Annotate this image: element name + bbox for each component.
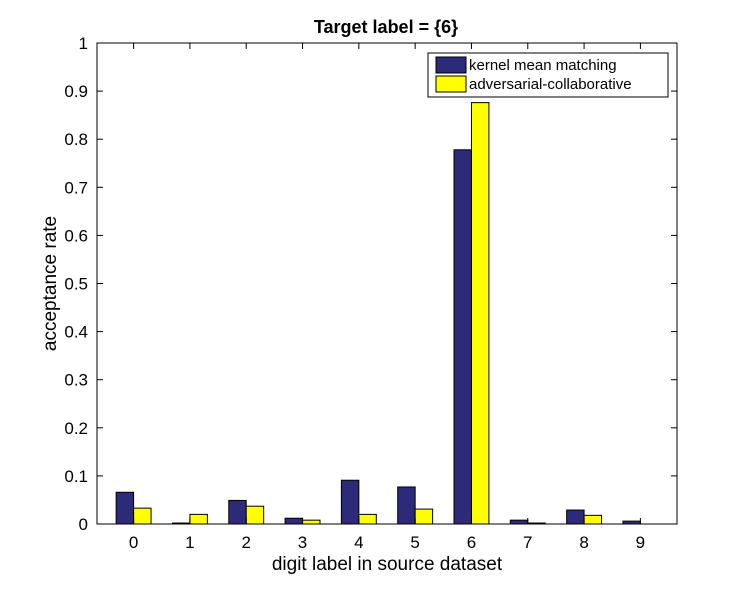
bar-adversarial-collaborative-4 bbox=[358, 513, 377, 525]
legend-label-adversarial-collaborative: adversarial-collaborative bbox=[469, 76, 632, 93]
legend-swatch-kernel-mean-matching bbox=[435, 56, 467, 74]
bar-kernel-mean-matching-0 bbox=[115, 491, 135, 525]
y-tick-label: 0.6 bbox=[64, 226, 88, 245]
y-tick-label: 0.9 bbox=[64, 82, 88, 101]
bar-adversarial-collaborative-6 bbox=[470, 102, 490, 525]
bar-kernel-mean-matching-3 bbox=[284, 517, 304, 525]
y-tick-label: 0.2 bbox=[64, 419, 88, 438]
x-tick-label: 2 bbox=[241, 533, 250, 552]
bar-kernel-mean-matching-5 bbox=[397, 486, 416, 525]
y-tick-label: 1 bbox=[79, 34, 88, 53]
legend-box bbox=[427, 52, 669, 98]
bars-group bbox=[115, 102, 641, 525]
y-tick-label: 0.8 bbox=[64, 130, 88, 149]
y-tick-label: 0.4 bbox=[64, 323, 88, 342]
x-axis-label: digit label in source dataset bbox=[272, 554, 503, 575]
chart-title: Target label = {6} bbox=[314, 17, 458, 37]
plot-frame bbox=[96, 42, 678, 525]
x-tick-label: 7 bbox=[523, 533, 532, 552]
bar-kernel-mean-matching-7 bbox=[509, 519, 529, 525]
plot-area bbox=[97, 43, 677, 524]
y-axis-ticks: 0 0.1 0.2 0.3 0.4 0.5 0.6 0.7 0.8 0.9 1 bbox=[64, 34, 677, 534]
bar-adversarial-collaborative-2 bbox=[245, 505, 265, 525]
x-tick-label: 1 bbox=[185, 533, 194, 552]
bar-kernel-mean-matching-4 bbox=[340, 479, 360, 525]
x-tick-label: 4 bbox=[354, 533, 363, 552]
x-tick-label: 0 bbox=[129, 533, 138, 552]
x-axis-ticks: 0 1 2 3 4 5 6 7 8 9 bbox=[129, 43, 645, 552]
bar-kernel-mean-matching-6 bbox=[453, 149, 472, 525]
x-tick-label: 9 bbox=[636, 533, 645, 552]
y-tick-label: 0.1 bbox=[64, 467, 88, 486]
x-tick-label: 3 bbox=[298, 533, 307, 552]
y-axis-label: acceptance rate bbox=[40, 216, 61, 351]
legend-swatch-adversarial-collaborative bbox=[435, 75, 467, 93]
x-tick-label: 5 bbox=[410, 533, 419, 552]
bar-kernel-mean-matching-8 bbox=[566, 509, 585, 525]
y-tick-label: 0 bbox=[79, 515, 88, 534]
legend: kernel mean matching adversarial-collabo… bbox=[427, 52, 669, 98]
y-tick-label: 0.5 bbox=[64, 275, 88, 294]
bar-adversarial-collaborative-5 bbox=[414, 508, 434, 525]
bar-adversarial-collaborative-0 bbox=[133, 507, 152, 525]
bar-adversarial-collaborative-1 bbox=[189, 513, 208, 525]
x-tick-label: 6 bbox=[467, 533, 476, 552]
y-tick-label: 0.7 bbox=[64, 178, 88, 197]
bar-adversarial-collaborative-3 bbox=[302, 519, 321, 525]
y-tick-label: 0.3 bbox=[64, 371, 88, 390]
bar-adversarial-collaborative-8 bbox=[583, 514, 603, 525]
bar-kernel-mean-matching-2 bbox=[228, 499, 247, 525]
legend-label-kernel-mean-matching: kernel mean matching bbox=[469, 57, 617, 74]
x-tick-label: 8 bbox=[579, 533, 588, 552]
